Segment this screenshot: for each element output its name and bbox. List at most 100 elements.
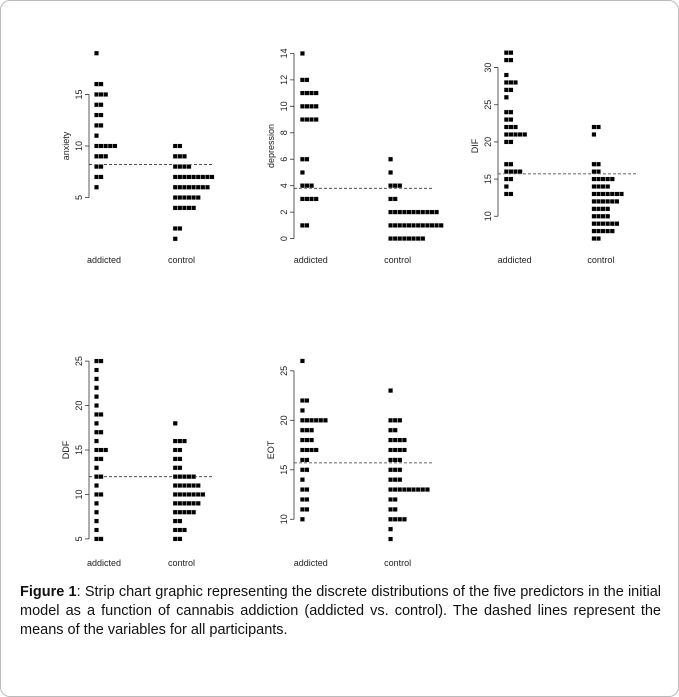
point [609, 191, 615, 197]
point [392, 516, 398, 522]
point [420, 487, 426, 493]
x-tick-label: control [384, 255, 411, 265]
point [172, 438, 178, 444]
point [172, 527, 178, 533]
point [181, 195, 187, 201]
point [313, 103, 319, 109]
x-tick-label: addicted [498, 255, 532, 265]
point [429, 222, 435, 228]
point [388, 388, 394, 394]
point [172, 447, 178, 453]
point [93, 509, 99, 515]
point [93, 456, 99, 462]
y-tick-label: 6 [279, 157, 289, 162]
point [191, 483, 197, 489]
point [172, 491, 178, 497]
point [596, 176, 602, 182]
point [299, 156, 305, 162]
point [605, 206, 611, 212]
point [605, 191, 611, 197]
point [318, 417, 324, 423]
point [424, 209, 430, 215]
point [591, 131, 597, 137]
y-tick-label: 10 [483, 211, 493, 221]
point [609, 228, 615, 234]
point [181, 438, 187, 444]
point [503, 176, 509, 182]
point [596, 236, 602, 242]
point [591, 221, 597, 227]
point [392, 427, 398, 433]
point [304, 183, 310, 189]
point [503, 117, 509, 123]
point [503, 57, 509, 63]
point [98, 164, 104, 170]
point [309, 196, 315, 202]
point [508, 87, 514, 93]
point [438, 222, 444, 228]
point [600, 176, 606, 182]
point [392, 457, 398, 463]
point [600, 198, 606, 204]
point [388, 209, 394, 215]
point [397, 467, 403, 473]
point [600, 221, 606, 227]
point [93, 500, 99, 506]
point [172, 536, 178, 542]
point [503, 50, 509, 56]
point [93, 358, 99, 364]
point [309, 183, 315, 189]
point [503, 131, 509, 137]
point [434, 222, 440, 228]
point [388, 156, 394, 162]
point [177, 465, 183, 471]
point [388, 222, 394, 228]
y-tick-label: 30 [483, 63, 493, 73]
point [98, 456, 104, 462]
point [591, 169, 597, 175]
point [397, 457, 403, 463]
point [503, 87, 509, 93]
point [299, 117, 305, 123]
point [299, 417, 305, 423]
point [93, 112, 99, 118]
point [503, 109, 509, 115]
y-axis-label: anxiety [61, 131, 71, 160]
point [177, 143, 183, 149]
point [172, 174, 178, 180]
point [98, 491, 104, 497]
point [181, 500, 187, 506]
point [299, 50, 305, 56]
point [609, 221, 615, 227]
point [98, 112, 104, 118]
point [397, 447, 403, 453]
point [600, 206, 606, 212]
point [596, 228, 602, 234]
point [98, 474, 104, 480]
point [172, 518, 178, 524]
point [191, 491, 197, 497]
point [304, 506, 310, 512]
point [304, 487, 310, 493]
point [93, 429, 99, 435]
point [172, 225, 178, 231]
point [309, 417, 315, 423]
point [591, 236, 597, 242]
point [313, 196, 319, 202]
point [181, 164, 187, 170]
point [200, 184, 206, 190]
point [392, 467, 398, 473]
point [93, 143, 99, 149]
point [406, 222, 412, 228]
point [172, 509, 178, 515]
point [93, 536, 99, 542]
point [401, 222, 407, 228]
point [397, 222, 403, 228]
point [513, 169, 519, 175]
point [186, 184, 192, 190]
point [191, 500, 197, 506]
point [388, 447, 394, 453]
point [103, 447, 109, 453]
point [209, 174, 215, 180]
point [98, 102, 104, 108]
